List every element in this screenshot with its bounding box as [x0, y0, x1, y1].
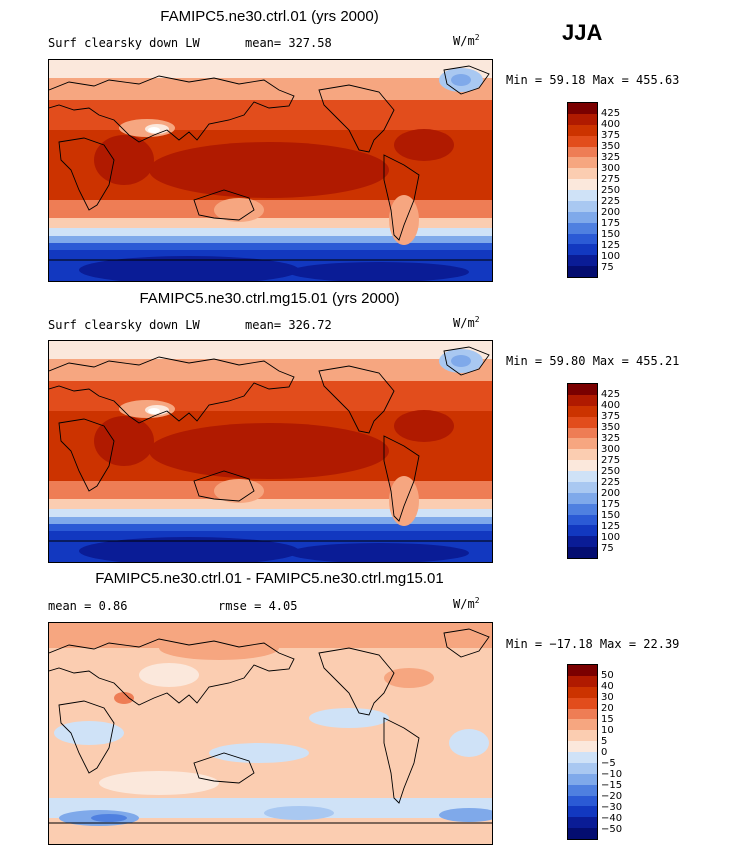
colorbar-tick: 300: [601, 444, 621, 455]
colorbar-tick: 225: [601, 196, 621, 207]
colorbar-tick: 300: [601, 163, 621, 174]
colorbar-tick: −5: [601, 758, 616, 769]
colorbar-tick: 15: [601, 714, 614, 725]
colorbar-tick: 125: [601, 240, 621, 251]
colorbar-tick: 350: [601, 422, 621, 433]
panel-2-minmax: Min = 59.80 Max = 455.21: [506, 354, 680, 368]
colorbar-tick: 400: [601, 400, 621, 411]
panel-3-minmax: Min = −17.18 Max = 22.39: [506, 637, 680, 651]
colorbar-tick: 175: [601, 218, 621, 229]
panel-3-title: FAMIPC5.ne30.ctrl.01 - FAMIPC5.ne30.ctrl…: [95, 570, 444, 587]
colorbar-tick: 50: [601, 670, 614, 681]
panel-2-colorbar: 425 400 375 350 325 300 275 250 225 200 …: [567, 383, 620, 559]
colorbar-tick: 75: [601, 262, 614, 273]
colorbar-tick: −20: [601, 791, 623, 802]
panel-3-colorbar: 50 40 30 20 15 10 5 0 −5 −10 −15 −20 −30…: [567, 664, 622, 840]
colorbar-tick: −15: [601, 780, 623, 791]
panel-1-colorbar: 425 400 375 350 325 300 275 250 225 200 …: [567, 102, 620, 278]
panel-1-units: W/m2: [453, 33, 480, 48]
colorbar-tick: 250: [601, 185, 621, 196]
colorbar-tick: 200: [601, 488, 621, 499]
colorbar-tick: 275: [601, 174, 621, 185]
colorbar-tick: 425: [601, 389, 621, 400]
colorbar-tick: 40: [601, 681, 614, 692]
colorbar-tick: 20: [601, 703, 614, 714]
panel-3-map: [48, 622, 493, 845]
colorbar-tick: 175: [601, 499, 621, 510]
panel-1-map: [48, 59, 493, 282]
colorbar-tick: 0: [601, 747, 608, 758]
season-label: JJA: [562, 20, 603, 45]
panel-3-units: W/m2: [453, 596, 480, 611]
colorbar-tick: 100: [601, 532, 621, 543]
colorbar-tick: 375: [601, 411, 621, 422]
panel-2-map: [48, 340, 493, 563]
panel-2-variable-label: Surf clearsky down LW: [48, 318, 200, 332]
colorbar-tick: 125: [601, 521, 621, 532]
colorbar-tick: 200: [601, 207, 621, 218]
colorbar-tick: 400: [601, 119, 621, 130]
colorbar-tick: −30: [601, 802, 623, 813]
colorbar-tick: 375: [601, 130, 621, 141]
colorbar-tick: −10: [601, 769, 623, 780]
colorbar-tick: 350: [601, 141, 621, 152]
colorbar-tick: 425: [601, 108, 621, 119]
panel-1-mean: mean= 327.58: [245, 36, 332, 50]
colorbar-tick: 75: [601, 543, 614, 554]
panel-3-rmse: rmse = 4.05: [218, 599, 298, 613]
panel-1-minmax: Min = 59.18 Max = 455.63: [506, 73, 680, 87]
panel-1-variable-label: Surf clearsky down LW: [48, 36, 200, 50]
colorbar-tick: 150: [601, 229, 621, 240]
colorbar-tick: 30: [601, 692, 614, 703]
colorbar-tick: 5: [601, 736, 608, 747]
colorbar-tick: 225: [601, 477, 621, 488]
panel-2-mean: mean= 326.72: [245, 318, 332, 332]
colorbar-tick: 10: [601, 725, 614, 736]
colorbar-tick: 325: [601, 152, 621, 163]
colorbar-tick: 250: [601, 466, 621, 477]
colorbar-tick: 100: [601, 251, 621, 262]
colorbar-tick: 275: [601, 455, 621, 466]
colorbar-tick: −40: [601, 813, 623, 824]
colorbar-tick: −50: [601, 824, 623, 835]
panel-2-title: FAMIPC5.ne30.ctrl.mg15.01 (yrs 2000): [139, 290, 400, 307]
panel-3-mean: mean = 0.86: [48, 599, 128, 613]
panel-2-units: W/m2: [453, 315, 480, 330]
colorbar-tick: 325: [601, 433, 621, 444]
panel-1-title: FAMIPC5.ne30.ctrl.01 (yrs 2000): [160, 8, 379, 25]
colorbar-tick: 150: [601, 510, 621, 521]
